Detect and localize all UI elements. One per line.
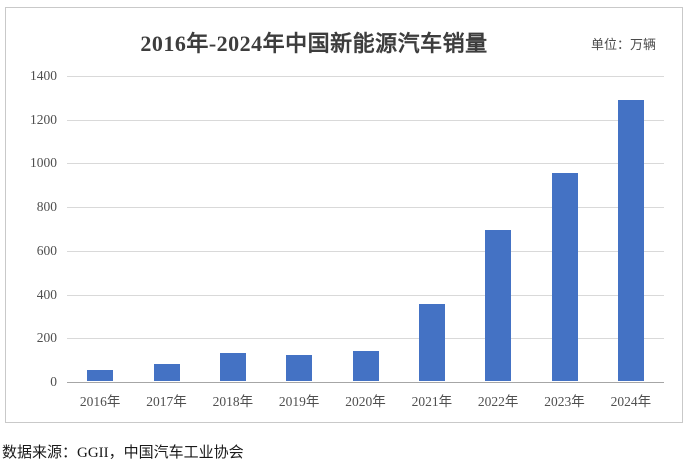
bar-2018年	[219, 353, 246, 381]
gridline	[67, 294, 664, 296]
bar-2019年	[286, 354, 313, 381]
x-tick-label: 2023年	[544, 394, 585, 409]
bar-2022年	[485, 230, 512, 381]
bar-2016年	[87, 369, 114, 381]
bar-2021年	[418, 304, 445, 381]
y-tick-label: 600	[36, 242, 57, 258]
plot-area: 0 200 400 600 800 1000 1200 1400 2016年 2017年 2018年…	[30, 68, 664, 409]
gridline	[67, 207, 664, 209]
bar-2017年	[153, 363, 180, 381]
y-tick-label: 0	[50, 374, 57, 389]
bar-2020年	[352, 351, 379, 381]
chart-title: 2016年-2024年中国新能源汽车销量	[140, 31, 488, 56]
y-tick-label: 400	[36, 286, 57, 302]
bar-2024年	[617, 99, 644, 381]
x-tick-label: 2020年	[345, 394, 386, 409]
y-tick-label: 1000	[30, 155, 57, 171]
x-tick-label: 2017年	[146, 394, 187, 409]
x-tick-label: 2024年	[610, 394, 652, 409]
data-source-note: 数据来源：GGII，中国汽车工业协会	[2, 445, 244, 461]
y-tick-label: 800	[36, 199, 57, 215]
chart-frame: 2016年-2024年中国新能源汽车销量 单位：万辆 0 200 400 600 800…	[5, 7, 683, 423]
x-tick-label: 2021年	[411, 394, 453, 409]
x-tick-label: 2022年	[477, 394, 519, 409]
gridline	[67, 119, 664, 121]
bar-2023年	[551, 173, 578, 381]
gridline	[67, 163, 664, 165]
gridline	[67, 76, 664, 77]
x-tick-label: 2019年	[278, 394, 320, 409]
y-tick-label: 200	[36, 330, 57, 346]
gridline	[67, 250, 664, 252]
x-tick-label: 2018年	[212, 394, 254, 409]
gridline	[67, 338, 664, 340]
y-tick-label: 1400	[30, 68, 57, 83]
x-axis-line	[67, 382, 664, 383]
y-tick-label: 1200	[30, 111, 57, 127]
unit-label: 单位：万辆	[590, 37, 656, 52]
x-tick-label: 2016年	[79, 394, 121, 409]
